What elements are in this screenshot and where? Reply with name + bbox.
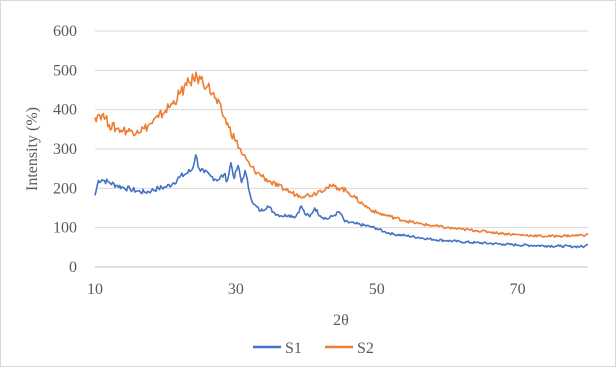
y-tick-label: 0: [69, 259, 77, 276]
x-axis-title: 2θ: [333, 312, 349, 329]
x-tick-label: 10: [87, 281, 103, 298]
y-tick-label: 600: [53, 23, 77, 40]
y-axis-title: Intensity (%): [24, 107, 41, 191]
y-tick-label: 300: [53, 141, 77, 158]
x-tick-label: 30: [228, 281, 244, 298]
legend-label-S1: S1: [285, 340, 302, 357]
y-tick-label: 400: [53, 102, 77, 119]
series-lines: [94, 71, 589, 249]
series-line-S1: [94, 154, 589, 249]
x-tick-labels: 10 30 50 70: [87, 281, 526, 298]
x-tick-label: 50: [369, 281, 385, 298]
y-tick-label: 500: [53, 62, 77, 79]
legend-label-S2: S2: [357, 340, 374, 357]
y-tick-labels: 0 100 200 300 400 500 600: [53, 23, 77, 276]
series-line-S2: [94, 71, 589, 238]
y-tick-label: 200: [53, 180, 77, 197]
x-tick-label: 70: [510, 281, 526, 298]
legend: S1 S2: [253, 340, 374, 357]
gridlines: [95, 30, 588, 229]
y-tick-label: 100: [53, 220, 77, 237]
